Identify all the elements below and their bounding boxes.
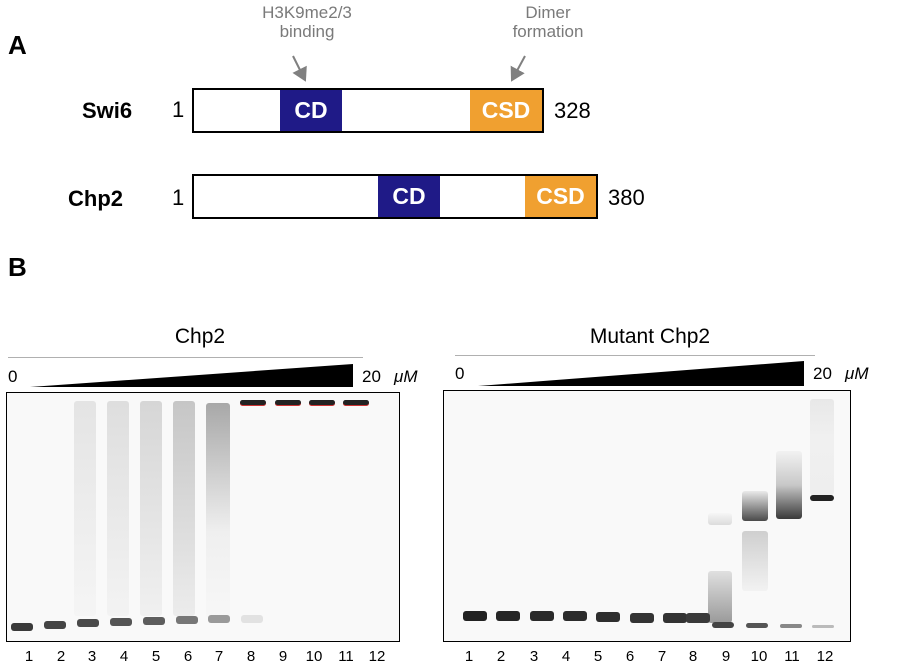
swi6-end: 328 <box>554 98 591 123</box>
gel1-title-rule <box>8 357 363 358</box>
gel1-lane-9: 9 <box>278 648 288 665</box>
gel2-unit: μM <box>845 364 869 383</box>
gel1-lane-1: 1 <box>24 648 34 665</box>
gel2-free-band-lane9 <box>712 622 734 628</box>
gel1-free-band-lane7 <box>208 615 230 623</box>
gel1-lane-8: 8 <box>246 648 256 665</box>
gel2-free-band-lane2 <box>496 611 520 621</box>
gel1-smear-lane7 <box>173 401 195 616</box>
gel2-lane-5: 5 <box>593 648 603 665</box>
gel1-free-band-lane2 <box>44 621 66 629</box>
panel-b-label: B <box>8 252 27 282</box>
gel2-free-band-lane3 <box>530 611 554 621</box>
chp2-csd-domain: CSD <box>525 176 596 217</box>
gel2-lane-11: 11 <box>784 648 800 665</box>
gel1-free-band-lane8 <box>241 615 263 623</box>
csd-arrow <box>510 55 526 82</box>
gel1-free-band-lane6 <box>176 616 198 624</box>
gel2-lane-10: 10 <box>750 648 768 665</box>
gel1-smear-lane4 <box>74 401 96 616</box>
gel2-free-band-lane8 <box>686 613 710 623</box>
gel1-free-band-lane4 <box>110 618 132 626</box>
gel2-lane-7: 7 <box>657 648 667 665</box>
gel2-lane-1: 1 <box>464 648 474 665</box>
gel2-title-rule <box>455 355 815 356</box>
gel1-title: Chp2 <box>174 325 226 348</box>
gel2-conc-min: 0 <box>455 364 465 383</box>
gel2-lane-8: 8 <box>688 648 698 665</box>
gel2-free-band-lane10 <box>746 623 768 628</box>
gel1-image <box>6 392 400 642</box>
gel2-free-band-lane1 <box>463 611 487 621</box>
gel2-conc-max: 20 <box>813 364 832 383</box>
gel2-shift-lane12 <box>810 495 834 501</box>
gel1-smear-lane5 <box>107 401 129 616</box>
gel2-lane-9: 9 <box>721 648 731 665</box>
gel2-free-band-lane7 <box>663 613 687 623</box>
gel2-free-band-lane12 <box>812 625 834 628</box>
gel2-free-band-lane11 <box>780 624 802 628</box>
gel1-free-band-lane3 <box>77 619 99 627</box>
gel1-well-band-lane9 <box>240 400 266 405</box>
gel2-smear-lane10 <box>742 531 768 591</box>
gel2-title: Mutant Chp2 <box>589 325 711 348</box>
gel2-free-band-lane4 <box>563 611 587 621</box>
gel2-smear-lane9 <box>708 571 732 623</box>
gel2-lane-2: 2 <box>496 648 506 665</box>
gel2-lane-3: 3 <box>529 648 539 665</box>
gel2-shift-lane10 <box>742 491 768 521</box>
swi6-start: 1 <box>172 97 185 122</box>
gel1-unit: μM <box>394 367 418 386</box>
chp2-bar: CD CSD <box>192 174 598 219</box>
swi6-label: Swi6 <box>82 98 133 123</box>
gel1-lane-3: 3 <box>87 648 97 665</box>
gel1-lane-10: 10 <box>305 648 323 665</box>
gel1-well-band-lane11 <box>309 400 335 405</box>
swi6-csd-domain: CSD <box>470 90 542 131</box>
swi6-cd-domain: CD <box>280 90 342 131</box>
gel1-well-band-lane12 <box>343 400 369 405</box>
gel2-image <box>443 390 851 642</box>
gel1-lane-4: 4 <box>119 648 129 665</box>
cd-function-annotation: H3K9me2/3 binding <box>262 3 352 41</box>
gel1-lane-2: 2 <box>56 648 66 665</box>
panel-a-label: A <box>8 30 27 60</box>
gel2-free-band-lane6 <box>630 613 654 623</box>
chp2-cd-domain: CD <box>378 176 440 217</box>
chp2-label: Chp2 <box>68 186 123 211</box>
gel1-well-band-lane10 <box>275 400 301 405</box>
gel2-shift-lane11 <box>776 451 802 519</box>
gel2-smear-lane12 <box>810 399 834 495</box>
gel2-shift-lane9 <box>708 513 732 525</box>
gel2-concentration-wedge <box>478 361 804 386</box>
gel1-free-band-lane1 <box>11 623 33 631</box>
annotation-arrows <box>292 55 526 82</box>
gel1-smear-lane6 <box>140 401 162 616</box>
gel1-lane-11: 11 <box>338 648 354 665</box>
gel1-lane-7: 7 <box>214 648 224 665</box>
gel1-lane-12: 12 <box>368 648 386 665</box>
gel2-lane-4: 4 <box>561 648 571 665</box>
swi6-bar: CD CSD <box>192 88 544 133</box>
gel2-lane-12: 12 <box>816 648 834 665</box>
chp2-start: 1 <box>172 185 185 210</box>
csd-function-annotation: Dimer formation <box>512 3 584 41</box>
gel1-smear-lane8 <box>206 403 230 618</box>
cd-arrow <box>292 55 307 82</box>
gel1-concentration-wedge <box>30 364 353 387</box>
gel1-lane-6: 6 <box>183 648 193 665</box>
gel2-lane-6: 6 <box>625 648 635 665</box>
gel1-free-band-lane5 <box>143 617 165 625</box>
gel1-conc-max: 20 <box>362 367 381 386</box>
gel1-lane-5: 5 <box>151 648 161 665</box>
chp2-end: 380 <box>608 185 645 210</box>
gel2-free-band-lane5 <box>596 612 620 622</box>
gel1-conc-min: 0 <box>8 367 18 386</box>
